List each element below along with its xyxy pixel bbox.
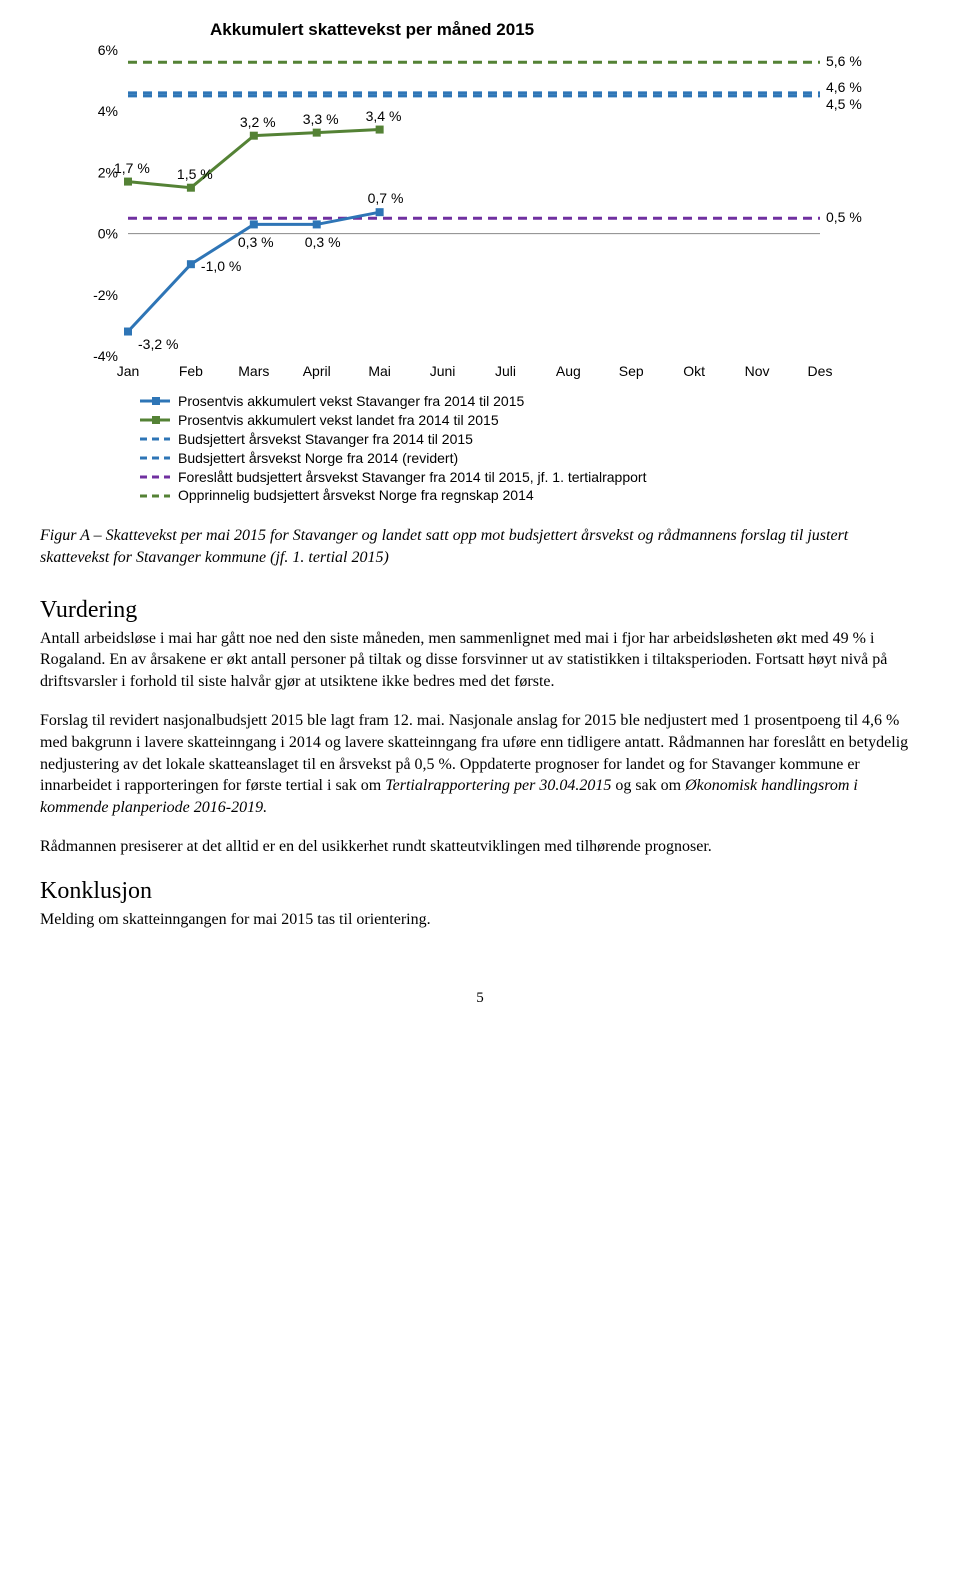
vurdering-paragraph-3: Rådmannen presiserer at det alltid er en…: [40, 836, 920, 858]
svg-text:April: April: [303, 363, 331, 379]
legend-item: Foreslått budsjettert årsvekst Stavanger…: [140, 468, 880, 487]
text-emphasis: Tertialrapportering per 30.04.2015: [385, 777, 611, 794]
svg-text:Juli: Juli: [495, 363, 516, 379]
svg-text:-4%: -4%: [93, 348, 118, 364]
figure-caption: Figur A – Skattevekst per mai 2015 for S…: [40, 525, 920, 568]
legend-label: Prosentvis akkumulert vekst Stavanger fr…: [178, 392, 524, 411]
legend-item: Opprinnelig budsjettert årsvekst Norge f…: [140, 486, 880, 505]
svg-text:-2%: -2%: [93, 287, 118, 303]
svg-text:Feb: Feb: [179, 363, 203, 379]
svg-text:Okt: Okt: [683, 363, 705, 379]
legend-label: Budsjettert årsvekst Norge fra 2014 (rev…: [178, 449, 458, 468]
legend-item: Budsjettert årsvekst Norge fra 2014 (rev…: [140, 449, 880, 468]
page-number: 5: [40, 990, 920, 1007]
vurdering-heading: Vurdering: [40, 597, 920, 624]
chart-title: Akkumulert skattevekst per måned 2015: [80, 20, 880, 40]
legend-item: Prosentvis akkumulert vekst Stavanger fr…: [140, 392, 880, 411]
svg-text:4%: 4%: [98, 103, 118, 119]
svg-text:Sep: Sep: [619, 363, 644, 379]
legend-label: Foreslått budsjettert årsvekst Stavanger…: [178, 468, 646, 487]
svg-text:0%: 0%: [98, 226, 118, 242]
svg-text:6%: 6%: [98, 44, 118, 58]
svg-text:Jan: Jan: [117, 363, 140, 379]
chart-container: Akkumulert skattevekst per måned 2015 -4…: [80, 20, 880, 384]
svg-text:Aug: Aug: [556, 363, 581, 379]
legend-label: Opprinnelig budsjettert årsvekst Norge f…: [178, 486, 534, 505]
vurdering-paragraph-1: Antall arbeidsløse i mai har gått noe ne…: [40, 628, 920, 693]
konklusjon-heading: Konklusjon: [40, 878, 920, 905]
legend-label: Budsjettert årsvekst Stavanger fra 2014 …: [178, 430, 473, 449]
konklusjon-paragraph: Melding om skatteinngangen for mai 2015 …: [40, 909, 920, 931]
svg-text:Mai: Mai: [368, 363, 391, 379]
svg-text:Nov: Nov: [745, 363, 770, 379]
svg-text:Mars: Mars: [238, 363, 269, 379]
vurdering-paragraph-2: Forslag til revidert nasjonalbudsjett 20…: [40, 710, 920, 818]
legend-label: Prosentvis akkumulert vekst landet fra 2…: [178, 411, 499, 430]
svg-text:Juni: Juni: [430, 363, 456, 379]
text-span: og sak om: [611, 777, 685, 794]
legend-item: Prosentvis akkumulert vekst landet fra 2…: [140, 411, 880, 430]
chart-legend: Prosentvis akkumulert vekst Stavanger fr…: [80, 392, 880, 505]
chart-plot: -4%-2%0%2%4%6%JanFebMarsAprilMaiJuniJuli…: [80, 44, 880, 384]
svg-text:Des: Des: [808, 363, 833, 379]
legend-item: Budsjettert årsvekst Stavanger fra 2014 …: [140, 430, 880, 449]
